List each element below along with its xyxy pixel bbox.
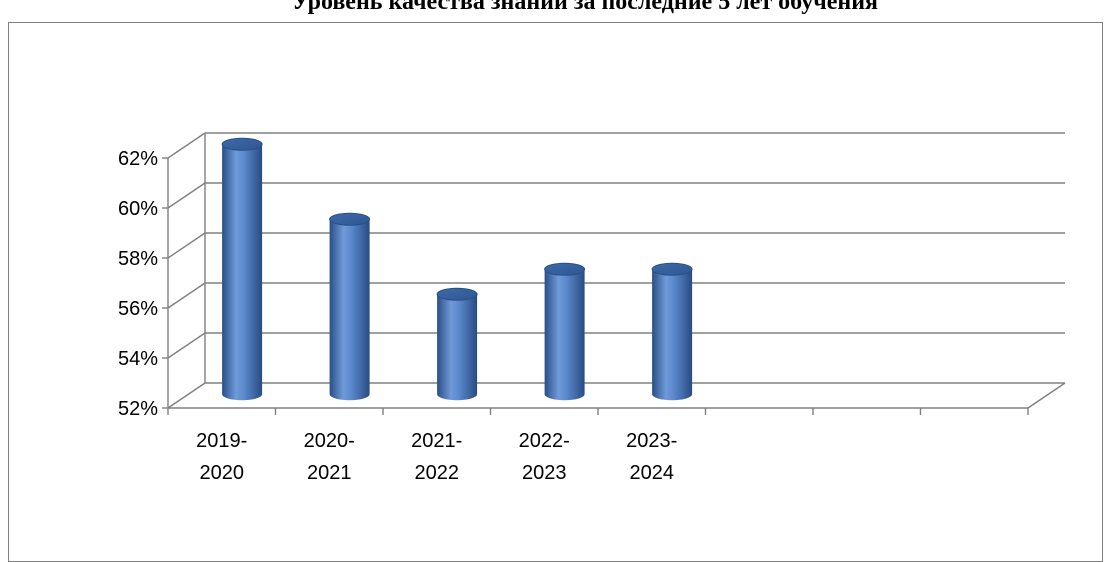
- x-tick-label: 2020: [200, 462, 245, 484]
- y-tick-label: 62%: [118, 148, 158, 170]
- gridline-side: [167, 232, 206, 259]
- gridline-side: [167, 382, 206, 409]
- gridline-side: [167, 182, 206, 209]
- bar: [329, 212, 371, 401]
- bar-top: [651, 262, 693, 276]
- y-tick-label: 58%: [118, 248, 158, 270]
- x-tick-label: 2020-: [304, 430, 355, 452]
- y-tick-label: 60%: [118, 198, 158, 220]
- x-tick-label: 2022-: [519, 430, 570, 452]
- x-tick-label: 2024: [630, 462, 675, 484]
- bar-top: [544, 262, 586, 276]
- y-tick-label: 52%: [118, 398, 158, 420]
- x-tick-label: 2019-: [196, 430, 247, 452]
- gridline-side: [167, 282, 206, 309]
- bar: [436, 287, 478, 401]
- gridline-side: [167, 132, 206, 159]
- y-tick-label: 54%: [118, 348, 158, 370]
- x-tick-label: 2023-: [626, 430, 677, 452]
- bar-top: [329, 212, 371, 226]
- chart-title: Уровень качества знаний за последние 5 л…: [291, 0, 879, 15]
- bar-body: [222, 144, 263, 401]
- bar-body: [544, 269, 585, 401]
- x-tick-label: 2022: [415, 462, 460, 484]
- bar-body: [329, 219, 370, 401]
- bar-body: [437, 294, 478, 401]
- x-tick-label: 2021-: [411, 430, 462, 452]
- bar: [221, 137, 263, 401]
- bar: [544, 262, 586, 401]
- bar-top: [221, 137, 263, 151]
- x-tick-label: 2023: [522, 462, 567, 484]
- bar-top: [436, 287, 478, 301]
- x-tick-label: 2021: [307, 462, 352, 484]
- floor-edge: [1027, 382, 1066, 409]
- gridline-side: [167, 332, 206, 359]
- y-tick-label: 56%: [118, 298, 158, 320]
- bar-body: [652, 269, 693, 401]
- bar: [651, 262, 693, 401]
